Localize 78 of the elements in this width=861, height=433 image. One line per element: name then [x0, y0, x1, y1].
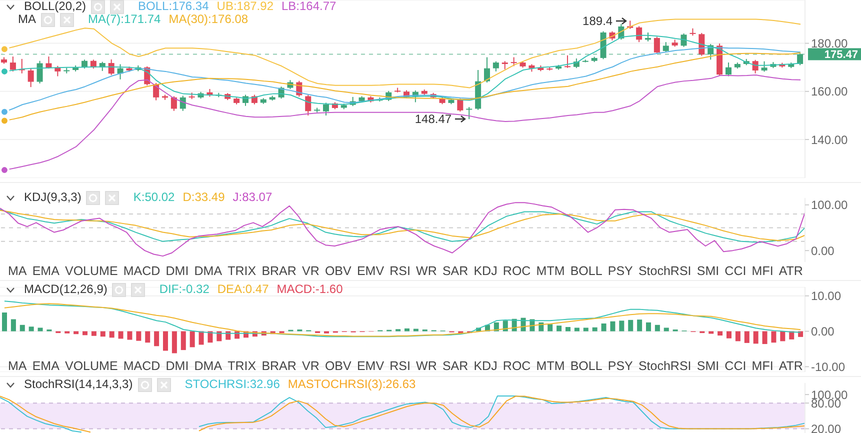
series-label: MASTOCHRSI(3):26.63 — [288, 377, 416, 391]
annotation: MFI — [752, 358, 774, 374]
text: OBV — [324, 263, 352, 279]
annotation: MACD — [123, 358, 160, 374]
series-label: J:83.07 — [232, 190, 272, 204]
annotation: SMI — [696, 358, 720, 374]
annotation: OBV — [324, 358, 352, 374]
text: MA(30):176.08 — [168, 12, 248, 26]
annotation: MA — [8, 358, 27, 374]
y-tick-label: 10.00 — [811, 289, 842, 304]
annotation: DMI — [166, 358, 189, 374]
chart-title: BOLL(20,2) — [24, 0, 86, 13]
text: SMI — [696, 263, 720, 279]
chart-title: KDJ(9,3,3) — [24, 190, 82, 204]
text: MA — [8, 263, 27, 279]
text: BOLL — [570, 263, 602, 279]
text: KDJ — [474, 263, 498, 279]
chart-title: StochRSI(14,14,3,3) — [24, 377, 133, 391]
text: MTM — [536, 263, 565, 279]
y-tick-label: 0.00 — [811, 324, 835, 339]
annotation: MTM — [536, 358, 565, 374]
annotation: StochRSI — [638, 358, 692, 374]
text: CCI — [724, 263, 746, 279]
ref-line-label: 175.47 — [824, 49, 858, 62]
y-tick-label: 160.00 — [811, 84, 848, 99]
y-tick-label: -10.00 — [811, 360, 846, 374]
annotation: BRAR — [262, 358, 296, 374]
text: WR — [416, 263, 437, 279]
text: DIF:-0.32 — [159, 282, 210, 296]
text: ROC — [502, 263, 531, 279]
annotation: DMA — [194, 358, 222, 374]
series-label: STOCHRSI:32.96 — [184, 377, 280, 391]
annotation: VR — [302, 358, 320, 374]
text: D:33.49 — [182, 190, 225, 204]
y-tick-label: 140.00 — [811, 132, 848, 147]
text: UB:187.92 — [216, 0, 274, 13]
text: VOLUME — [65, 263, 118, 279]
annotation: EMV — [356, 358, 384, 374]
text: MACD:-1.60 — [276, 282, 343, 296]
annotation: CCI — [724, 358, 746, 374]
annotation: 189.4 — [582, 14, 613, 28]
annotation: ATR — [778, 358, 803, 374]
text: MA(7):171.74 — [88, 12, 161, 26]
text: MFI — [752, 263, 774, 279]
annotation: ROC — [502, 358, 531, 374]
annotation: RSI — [390, 358, 410, 374]
text: MACD — [123, 263, 160, 279]
text: MA — [18, 12, 36, 26]
y-tick-label: 100.00 — [811, 198, 848, 212]
y-tick-label: 180.00 — [811, 36, 848, 51]
text: VR — [302, 263, 320, 279]
annotation: EMA — [32, 358, 60, 374]
text: TRIX — [228, 263, 256, 279]
annotation: 148.47 — [414, 112, 452, 126]
annotation: TRIX — [228, 358, 256, 374]
text: LB:164.77 — [282, 0, 336, 13]
text: ATR — [778, 263, 803, 279]
text: DMI — [166, 263, 189, 279]
annotation: SAR — [442, 358, 468, 374]
text: DEA:0.47 — [217, 282, 269, 296]
annotation: KDJ — [474, 358, 498, 374]
text: StochRSI — [638, 263, 692, 279]
text: EMA — [32, 263, 60, 279]
text: PSY — [608, 263, 633, 279]
annotation: PSY — [608, 358, 633, 374]
text: BRAR — [262, 263, 296, 279]
annotation: VOLUME — [65, 358, 118, 374]
text: EMV — [356, 263, 384, 279]
text: K:50.02 — [133, 190, 175, 204]
text: BOLL:176.34 — [138, 0, 209, 13]
text: SAR — [442, 263, 468, 279]
chart-title: MACD(12,26,9) — [24, 282, 108, 296]
text: DMA — [194, 263, 222, 279]
text: RSI — [390, 263, 410, 279]
y-tick-label: 0.00 — [811, 244, 835, 258]
y-tick-label: 20.00 — [811, 422, 842, 433]
annotation: WR — [416, 358, 437, 374]
annotation: BOLL — [570, 358, 602, 374]
